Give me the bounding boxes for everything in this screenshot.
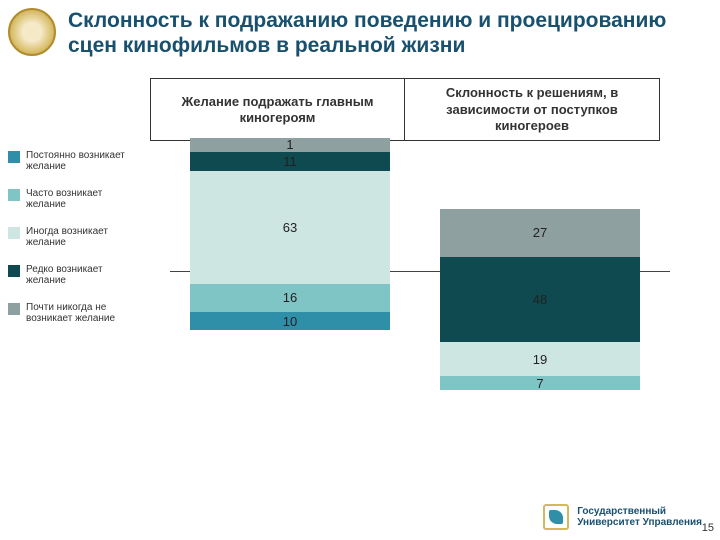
- bar-segment: 27: [440, 209, 640, 257]
- header: Склонность к подражанию поведению и прое…: [0, 0, 720, 58]
- legend-label: Редко возникает желание: [26, 264, 138, 286]
- legend-label: Иногда возникает желание: [26, 226, 138, 248]
- legend-swatch: [8, 151, 20, 163]
- legend-label: Постоянно возникает желание: [26, 150, 138, 172]
- legend-label: Почти никогда не возникает желание: [26, 302, 138, 324]
- legend-swatch: [8, 189, 20, 201]
- bar-segment: 48: [440, 257, 640, 343]
- stack-right: 7194827: [440, 209, 640, 391]
- bars-container: 101663111 7194827: [170, 150, 670, 390]
- stack-left: 101663111: [190, 138, 390, 330]
- legend-swatch: [8, 227, 20, 239]
- page-title: Склонность к подражанию поведению и прое…: [68, 8, 700, 58]
- footer-logo-icon: [543, 504, 569, 530]
- legend-label: Часто возникает желание: [26, 188, 138, 210]
- bar-segment: 63: [190, 171, 390, 283]
- column-header-left: Желание подражать главным киногероям: [150, 78, 405, 141]
- bar-segment: 1: [190, 138, 390, 152]
- footer: Государственный Университет Управления: [543, 504, 702, 530]
- footer-org-line2: Университет Управления: [577, 517, 702, 528]
- university-seal-icon: [8, 8, 56, 56]
- footer-org-line1: Государственный: [577, 506, 702, 517]
- legend-item: Иногда возникает желание: [8, 226, 138, 248]
- legend-swatch: [8, 303, 20, 315]
- bar-segment: 16: [190, 284, 390, 313]
- legend-swatch: [8, 265, 20, 277]
- legend-item: Постоянно возникает желание: [8, 150, 138, 172]
- column-headers: Желание подражать главным киногероям Скл…: [150, 78, 720, 141]
- bar-segment: 7: [440, 376, 640, 390]
- footer-text: Государственный Университет Управления: [577, 506, 702, 528]
- column-header-right: Склонность к решениям, в зависимости от …: [405, 78, 660, 141]
- legend-item: Редко возникает желание: [8, 264, 138, 286]
- bar-segment: 10: [190, 312, 390, 330]
- bar-segment: 19: [440, 342, 640, 376]
- bar-segment: 11: [190, 152, 390, 172]
- page-number: 15: [702, 522, 714, 534]
- legend: Постоянно возникает желание Часто возника…: [8, 150, 138, 340]
- legend-item: Часто возникает желание: [8, 188, 138, 210]
- legend-item: Почти никогда не возникает желание: [8, 302, 138, 324]
- chart-area: Постоянно возникает желание Часто возника…: [0, 150, 720, 410]
